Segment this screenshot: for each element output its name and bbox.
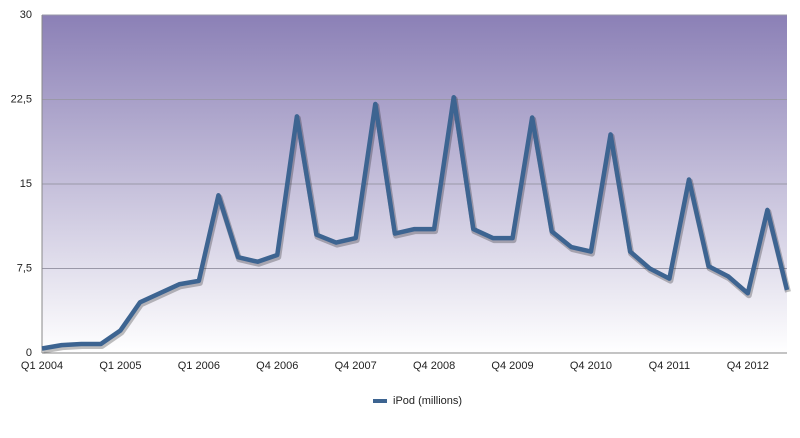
x-tick-label: Q4 2008 [413,360,455,372]
x-tick-label: Q1 2004 [21,360,63,372]
x-tick-label: Q4 2007 [335,360,377,372]
series-line [41,94,790,351]
x-tick-label: Q4 2011 [649,360,690,372]
x-tick-label: Q1 2006 [178,360,220,372]
x-tick-label: Q1 2005 [99,360,141,372]
y-tick-label: 30 [20,9,32,21]
y-tick-label: 7,5 [17,262,32,274]
y-tick-label: 15 [20,178,32,190]
legend-label: iPod (millions) [393,395,462,407]
x-tick-label: Q4 2009 [491,360,533,372]
x-tick-label: Q4 2012 [727,360,769,372]
x-tick-label: Q4 2006 [256,360,298,372]
y-tick-label: 0 [26,347,32,359]
x-tick-label: Q4 2010 [570,360,612,372]
y-tick-label: 22,5 [11,93,32,105]
